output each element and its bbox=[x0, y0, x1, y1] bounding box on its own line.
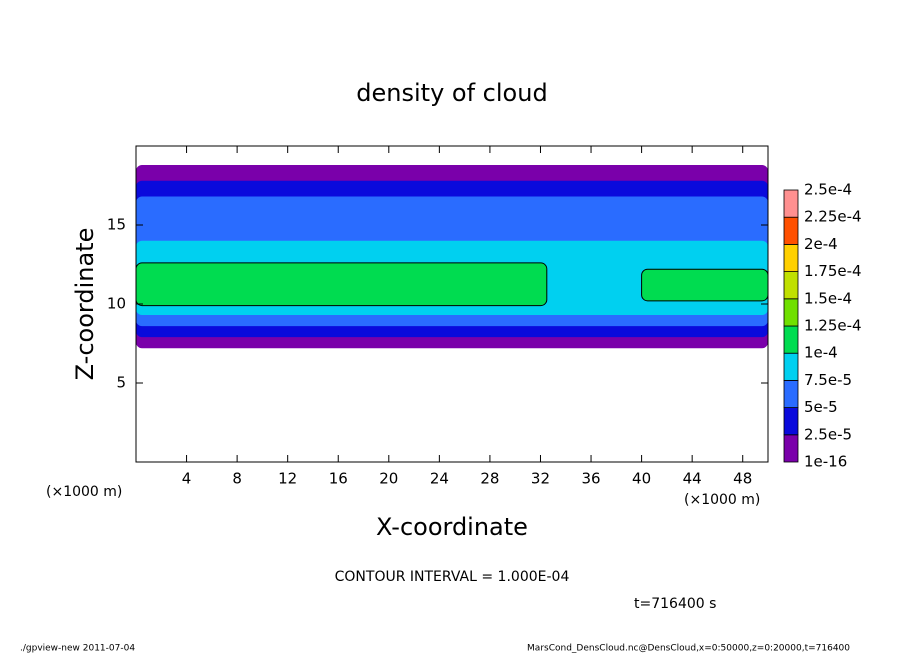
x-unit: (×1000 m) bbox=[684, 492, 760, 508]
colorbar-label: 1.5e-4 bbox=[804, 289, 852, 307]
x-tick-label: 20 bbox=[379, 470, 398, 488]
contour-note: CONTOUR INTERVAL = 1.000E-04 bbox=[335, 569, 570, 585]
y-tick-label: 15 bbox=[107, 216, 126, 234]
x-tick-label: 48 bbox=[733, 470, 752, 488]
colorbar-box bbox=[783, 216, 799, 245]
x-tick-label: 32 bbox=[531, 470, 550, 488]
footer: ./gpview-new 2011-07-04 bbox=[20, 644, 135, 654]
x-tick-label: 12 bbox=[278, 470, 297, 488]
x-tick-label: 8 bbox=[232, 470, 242, 488]
colorbar-box bbox=[783, 434, 799, 463]
colorbar-box bbox=[783, 243, 799, 272]
colorbar-box bbox=[783, 298, 799, 327]
colorbar-label: 1e-16 bbox=[804, 453, 847, 471]
x-tick-label: 28 bbox=[480, 470, 499, 488]
x-tick-label: 4 bbox=[182, 470, 192, 488]
colorbar-label: 1.75e-4 bbox=[804, 262, 862, 280]
field-band bbox=[135, 262, 548, 307]
colorbar-box bbox=[783, 271, 799, 300]
y-tick-label: 5 bbox=[116, 374, 126, 392]
x-tick-label: 44 bbox=[683, 470, 702, 488]
colorbar-label: 7.5e-5 bbox=[804, 371, 852, 389]
colorbar-label: 2.5e-4 bbox=[804, 181, 852, 199]
colorbar-box bbox=[783, 189, 799, 218]
colorbar-box bbox=[783, 379, 799, 408]
y-axis-label: Z-coordinate bbox=[71, 228, 99, 381]
y-tick-label: 10 bbox=[107, 295, 126, 313]
colorbar-box bbox=[783, 325, 799, 354]
x-tick-label: 16 bbox=[329, 470, 348, 488]
x-axis-label: X-coordinate bbox=[376, 513, 528, 541]
field-band bbox=[641, 268, 769, 302]
colorbar-label: 1e-4 bbox=[804, 344, 838, 362]
colorbar-box bbox=[783, 352, 799, 381]
x-tick-label: 40 bbox=[632, 470, 651, 488]
chart-title: density of cloud bbox=[356, 79, 547, 107]
colorbar-label: 5e-5 bbox=[804, 398, 838, 416]
x-tick-label: 24 bbox=[430, 470, 449, 488]
colorbar-box bbox=[783, 407, 799, 436]
x-tick-label: 36 bbox=[581, 470, 600, 488]
x-unit: (×1000 m) bbox=[46, 484, 122, 500]
colorbar-label: 2.25e-4 bbox=[804, 208, 862, 226]
colorbar-label: 1.25e-4 bbox=[804, 317, 862, 335]
time-note: t=716400 s bbox=[634, 596, 716, 612]
colorbar-label: 2e-4 bbox=[804, 235, 838, 253]
colorbar-label: 2.5e-5 bbox=[804, 425, 852, 443]
footer: MarsCond_DensCloud.nc@DensCloud,x=0:5000… bbox=[527, 644, 850, 654]
